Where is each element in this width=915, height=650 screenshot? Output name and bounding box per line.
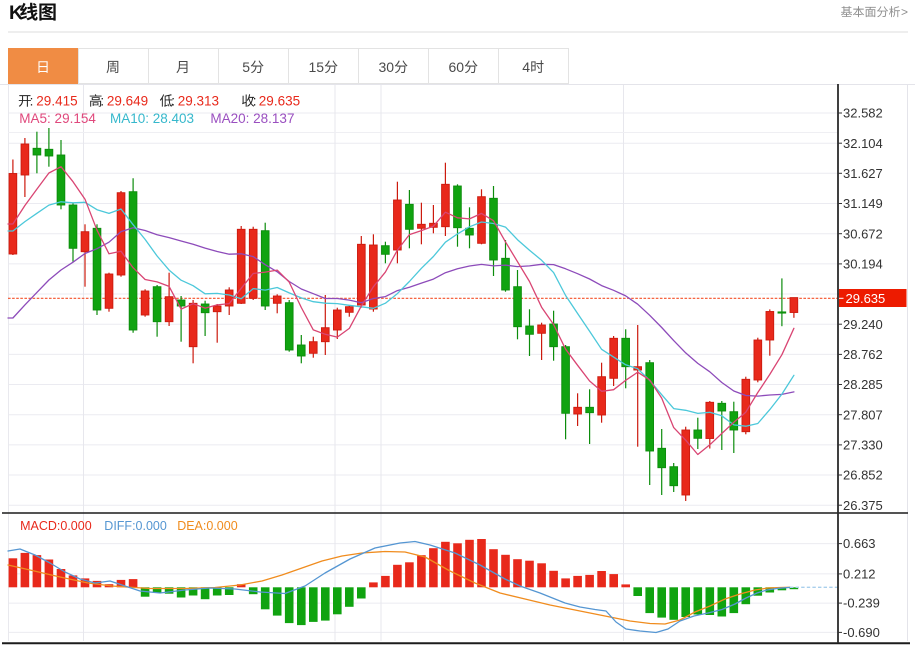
svg-text:28.762: 28.762 [843,347,883,362]
svg-text::: : [171,94,175,109]
svg-text::: : [100,94,104,109]
svg-text:29.635: 29.635 [259,94,300,109]
svg-text:30: 30 [379,59,395,75]
svg-text:30.194: 30.194 [843,257,883,272]
svg-text:27.330: 27.330 [843,438,883,453]
svg-text:DEA:0.000: DEA:0.000 [177,519,238,533]
svg-text:31.627: 31.627 [843,166,883,181]
svg-text:30.672: 30.672 [843,226,883,241]
svg-text:60: 60 [449,59,465,75]
svg-text:4: 4 [522,59,530,75]
svg-text:29.649: 29.649 [107,94,148,109]
svg-text:29.240: 29.240 [843,317,883,332]
svg-text:27.807: 27.807 [843,407,883,422]
svg-text:29.415: 29.415 [36,94,77,109]
svg-text:-0.239: -0.239 [843,596,880,611]
svg-text:15: 15 [309,59,325,75]
svg-text::: : [253,94,257,109]
svg-text:5: 5 [242,59,250,75]
svg-text:>: > [901,5,908,19]
svg-text:K: K [9,2,23,24]
svg-text:26.375: 26.375 [843,498,883,513]
svg-text::: : [30,94,34,109]
svg-text:29.313: 29.313 [178,94,219,109]
svg-text:MA5: 29.154: MA5: 29.154 [19,111,96,126]
svg-text:-0.690: -0.690 [843,625,880,640]
svg-text:DIFF:0.000: DIFF:0.000 [104,519,167,533]
svg-text:MA10: 28.403: MA10: 28.403 [110,111,194,126]
svg-text:32.104: 32.104 [843,136,883,151]
svg-text:MA20: 28.137: MA20: 28.137 [210,111,294,126]
svg-text:29.635: 29.635 [846,291,886,306]
svg-text:0.212: 0.212 [843,567,876,582]
svg-text:32.582: 32.582 [843,106,883,121]
svg-text:MACD:0.000: MACD:0.000 [20,519,92,533]
svg-text:26.852: 26.852 [843,468,883,483]
svg-text:0.663: 0.663 [843,536,876,551]
svg-text:31.149: 31.149 [843,196,883,211]
svg-text:28.285: 28.285 [843,377,883,392]
